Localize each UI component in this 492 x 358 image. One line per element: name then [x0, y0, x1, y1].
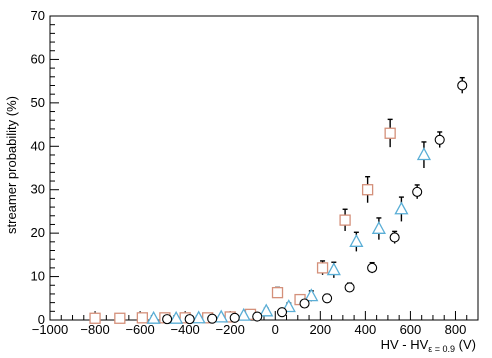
plot-border: [50, 16, 478, 320]
circle-marker: [208, 314, 217, 323]
x-tick-label: −400: [171, 322, 200, 337]
circle-marker: [345, 283, 354, 292]
square-marker: [137, 313, 147, 323]
x-tick-label: 600: [400, 322, 422, 337]
triangle-marker: [350, 235, 362, 246]
circle-marker: [413, 187, 422, 196]
x-tick-label: −600: [125, 322, 154, 337]
x-tick-label: 200: [309, 322, 331, 337]
x-tick-label: −1000: [32, 322, 69, 337]
triangle-marker: [305, 290, 317, 301]
x-tick-label: 0: [272, 322, 279, 337]
triangle-marker: [148, 312, 160, 323]
circle-marker: [323, 294, 332, 303]
y-tick-label: 40: [31, 138, 45, 153]
x-tick-label: −800: [80, 322, 109, 337]
error-bars: [93, 78, 465, 320]
axis-ticks: [50, 16, 478, 320]
y-tick-label: 50: [31, 95, 45, 110]
triangle-marker: [395, 203, 407, 214]
y-tick-label: 30: [31, 182, 45, 197]
circle-marker: [163, 315, 172, 324]
data-markers: [90, 81, 467, 324]
circle-marker: [368, 263, 377, 272]
triangle-marker: [373, 222, 385, 233]
square-marker: [273, 288, 283, 298]
square-marker: [363, 185, 373, 195]
square-marker: [385, 128, 395, 138]
square-marker: [340, 215, 350, 225]
circle-marker: [458, 81, 467, 90]
y-axis-title: streamer probability (%): [4, 96, 19, 234]
triangle-marker: [260, 305, 272, 316]
circle-marker: [300, 299, 309, 308]
triangle-marker: [328, 264, 340, 275]
y-tick-label: 60: [31, 51, 45, 66]
square-marker: [90, 313, 100, 323]
x-axis-title: HV - HVε = 0.9 (V): [381, 337, 476, 354]
x-tick-label: 400: [355, 322, 377, 337]
y-tick-label: 20: [31, 225, 45, 240]
circle-marker: [278, 308, 287, 317]
y-tick-label: 10: [31, 269, 45, 284]
triangle-marker: [418, 148, 430, 159]
circle-marker: [390, 233, 399, 242]
square-marker: [318, 263, 328, 273]
plot-frame: [50, 16, 478, 320]
circle-marker: [435, 135, 444, 144]
square-marker: [115, 313, 125, 323]
circle-marker: [230, 313, 239, 322]
circle-marker: [253, 312, 262, 321]
x-tick-label: −200: [216, 322, 245, 337]
x-tick-label: 800: [445, 322, 467, 337]
y-tick-label: 70: [31, 8, 45, 23]
circle-marker: [185, 315, 194, 324]
